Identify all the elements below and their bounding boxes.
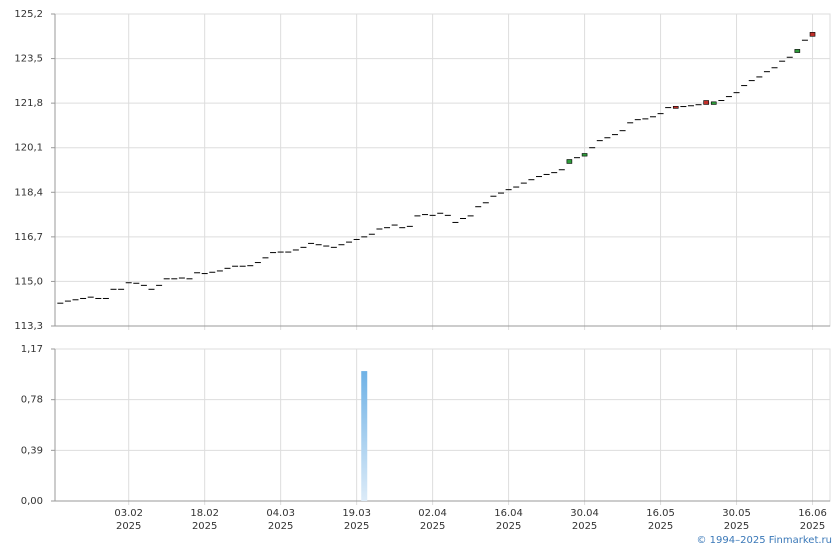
candle <box>566 159 573 164</box>
x-tick-label: 19.03 2025 <box>342 508 371 532</box>
x-tick-label: 16.06 2025 <box>798 508 827 532</box>
y-tick-label: 120,1 <box>14 143 43 154</box>
candle <box>672 105 679 109</box>
y-tick-label: 0,00 <box>21 496 43 507</box>
y-tick-label: 0,39 <box>21 445 43 456</box>
x-tick-label: 03.02 2025 <box>114 508 143 532</box>
y-tick-label: 115,0 <box>14 276 43 287</box>
plot-frame <box>54 348 831 502</box>
volume-bar <box>361 371 368 501</box>
x-tick-label: 02.04 2025 <box>418 508 447 532</box>
candle <box>794 49 801 53</box>
x-tick-label: 16.05 2025 <box>646 508 675 532</box>
y-tick-label: 121,8 <box>14 98 43 109</box>
x-tick-label: 16.04 2025 <box>494 508 523 532</box>
y-tick-label: 125,2 <box>14 9 43 20</box>
y-tick-label: 116,7 <box>14 232 43 243</box>
y-tick-label: 0,78 <box>21 395 43 406</box>
x-tick-label: 18.02 2025 <box>190 508 219 532</box>
y-tick-label: 118,4 <box>14 187 43 198</box>
candle <box>710 101 717 105</box>
plot-frame <box>54 13 831 327</box>
y-tick-label: 113,3 <box>14 321 43 332</box>
candle <box>581 153 588 157</box>
y-tick-label: 1,17 <box>21 344 43 355</box>
x-tick-label: 04.03 2025 <box>266 508 295 532</box>
candle <box>703 100 709 105</box>
y-tick-label: 123,5 <box>14 54 43 65</box>
candle <box>809 32 816 37</box>
copyright: © 1994–2025 Finmarket.ru <box>696 535 832 546</box>
x-tick-label: 30.04 2025 <box>570 508 599 532</box>
x-tick-label: 30.05 2025 <box>722 508 751 532</box>
